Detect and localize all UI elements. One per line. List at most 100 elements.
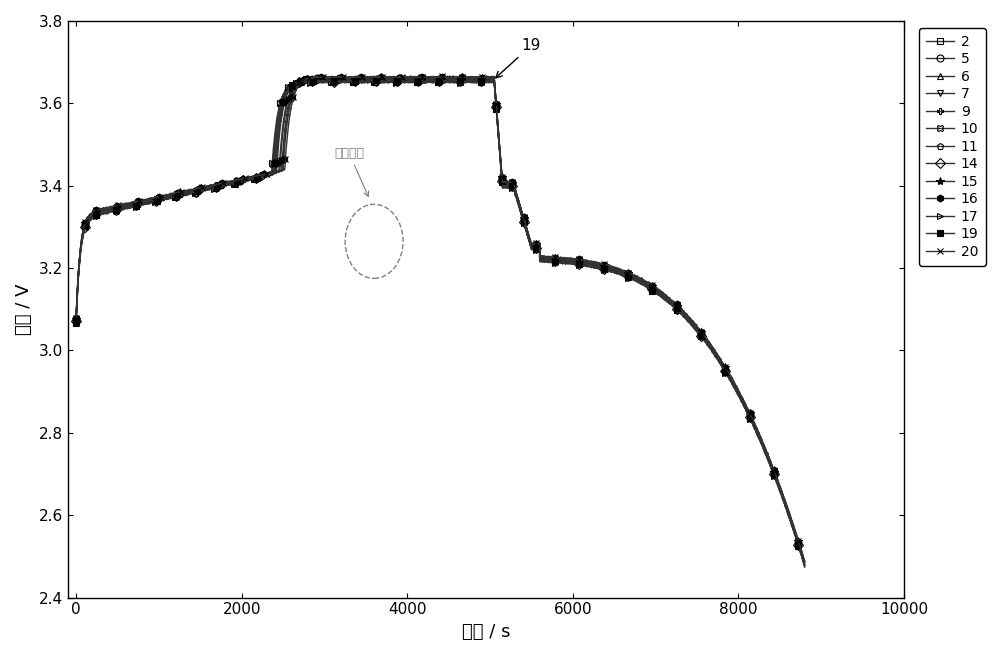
7 <box>452 76 464 84</box>
Line: 11: 11 <box>73 73 808 566</box>
5 <box>70 316 82 324</box>
5 <box>453 75 465 83</box>
Line: 20: 20 <box>73 72 808 565</box>
14 <box>452 77 464 85</box>
20 <box>606 262 618 270</box>
9 <box>274 163 286 171</box>
11 <box>276 163 288 171</box>
5 <box>365 73 377 81</box>
20 <box>437 73 449 81</box>
Line: 6: 6 <box>73 77 808 569</box>
15 <box>277 162 289 170</box>
2 <box>715 359 727 367</box>
16 <box>454 73 466 81</box>
2 <box>271 164 283 172</box>
6 <box>715 360 727 368</box>
10 <box>452 78 464 86</box>
9 <box>435 75 447 83</box>
10 <box>799 562 811 569</box>
19 <box>715 358 727 366</box>
2 <box>453 76 465 84</box>
17 <box>715 361 727 369</box>
6 <box>799 562 811 569</box>
15 <box>799 558 811 565</box>
2 <box>354 75 366 83</box>
9 <box>70 316 82 323</box>
14 <box>606 266 618 274</box>
19 <box>70 318 82 325</box>
20 <box>70 314 82 321</box>
14 <box>741 407 753 415</box>
9 <box>715 357 727 365</box>
6 <box>472 77 484 85</box>
2 <box>606 265 618 273</box>
20 <box>799 557 811 565</box>
16 <box>715 356 727 364</box>
10 <box>267 165 279 173</box>
Line: 7: 7 <box>73 75 808 568</box>
Line: 9: 9 <box>73 74 808 566</box>
11 <box>606 264 618 272</box>
17 <box>433 78 445 86</box>
11 <box>70 314 82 322</box>
15 <box>741 404 753 412</box>
15 <box>413 72 425 80</box>
16 <box>70 314 82 322</box>
10 <box>459 77 471 85</box>
2 <box>435 75 447 83</box>
20 <box>741 404 753 412</box>
20 <box>454 73 466 81</box>
Line: 16: 16 <box>73 73 808 565</box>
11 <box>715 356 727 364</box>
2 <box>70 317 82 325</box>
19 <box>452 77 464 85</box>
Line: 5: 5 <box>73 74 808 566</box>
2 <box>741 406 753 414</box>
19 <box>799 562 811 569</box>
6 <box>433 79 445 87</box>
7 <box>336 75 348 83</box>
19 <box>741 407 753 415</box>
7 <box>799 561 811 569</box>
5 <box>273 163 285 171</box>
11 <box>741 404 753 412</box>
20 <box>394 72 406 80</box>
6 <box>451 77 463 85</box>
15 <box>436 73 448 81</box>
Line: 19: 19 <box>73 76 808 569</box>
Line: 2: 2 <box>73 75 808 567</box>
9 <box>452 73 464 81</box>
10 <box>741 408 753 416</box>
2 <box>799 560 811 568</box>
10 <box>433 77 445 85</box>
7 <box>715 358 727 366</box>
5 <box>715 358 727 366</box>
15 <box>454 73 466 81</box>
14 <box>715 359 727 367</box>
14 <box>268 165 280 173</box>
14 <box>346 76 358 84</box>
Y-axis label: 电压 / V: 电压 / V <box>15 283 33 335</box>
16 <box>799 557 811 565</box>
16 <box>277 163 289 171</box>
9 <box>741 405 753 413</box>
Text: 19: 19 <box>496 38 541 78</box>
11 <box>313 73 325 81</box>
5 <box>606 264 618 272</box>
7 <box>435 77 447 85</box>
15 <box>715 356 727 364</box>
7 <box>741 407 753 415</box>
10 <box>606 268 618 276</box>
16 <box>741 404 753 412</box>
11 <box>436 75 448 83</box>
6 <box>267 166 279 174</box>
Legend: 2, 5, 6, 7, 9, 10, 11, 14, 15, 16, 17, 19, 20: 2, 5, 6, 7, 9, 10, 11, 14, 15, 16, 17, 1… <box>919 28 986 266</box>
10 <box>715 360 727 368</box>
5 <box>799 559 811 567</box>
19 <box>269 165 281 173</box>
16 <box>437 73 449 81</box>
19 <box>606 266 618 274</box>
17 <box>266 165 278 173</box>
14 <box>799 562 811 569</box>
11 <box>799 558 811 566</box>
